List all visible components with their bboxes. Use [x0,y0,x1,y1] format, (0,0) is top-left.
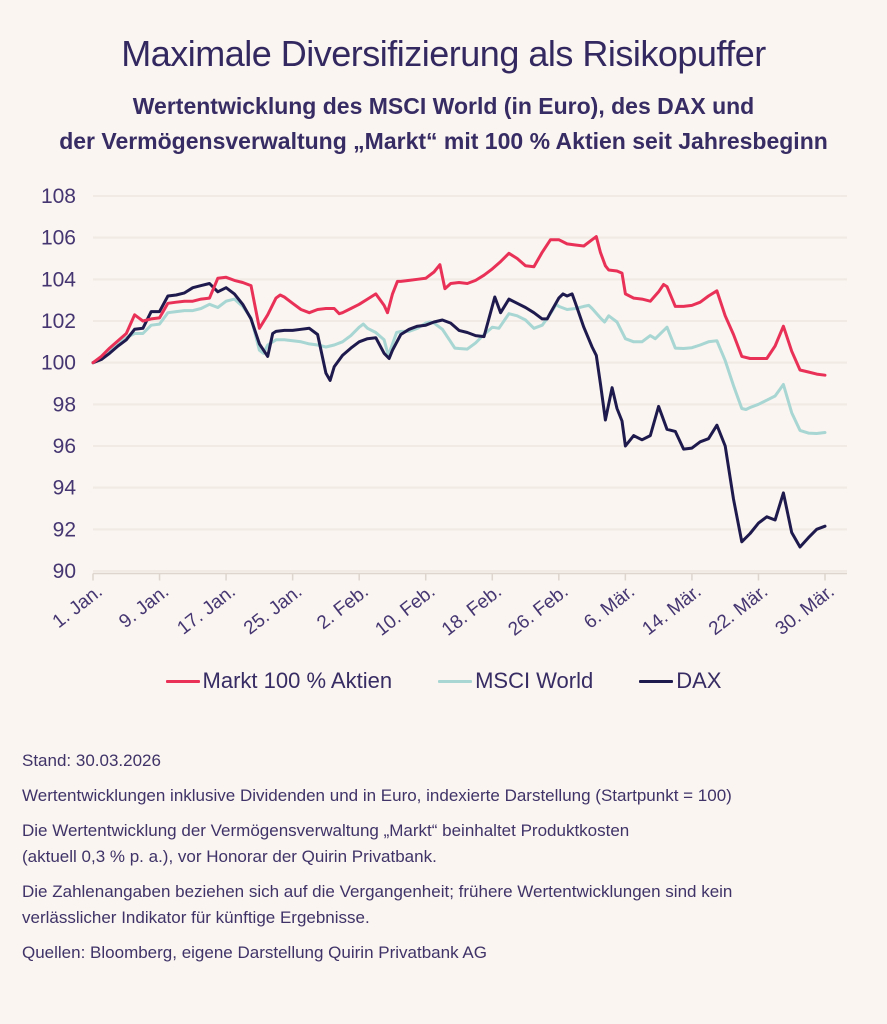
sources-text: Quellen: Bloomberg, eigene Darstellung Q… [22,943,487,963]
x-axis-label: 14. Mär. [638,581,705,640]
legend-item-dax: DAX [639,668,721,694]
legend-label-dax: DAX [676,668,722,694]
x-axis-label: 26. Feb. [505,581,573,640]
note-disclaimer-line2: verlässlicher Indikator für künftige Erg… [22,908,370,928]
series-line-dax [91,282,827,549]
chart-header: Maximale Diversifizierung als Risikopuff… [0,0,887,158]
chart-legend: Markt 100 % Aktien MSCI World DAX [0,668,887,694]
y-axis-label: 106 [41,227,76,250]
x-axis-label: 2. Feb. [313,581,373,634]
x-axis-label: 10. Feb. [371,581,439,640]
footnotes: Stand: 30.03.2026 Wertentwicklungen inkl… [22,748,887,966]
legend-label-markt: Markt 100 % Aktien [202,668,393,694]
legend-label-msci: MSCI World [475,668,594,694]
note-costs-line1: Die Wertentwicklung der Vermögensverwalt… [22,821,630,841]
x-axis-label-group: 30. Mär. [772,581,839,640]
x-axis-label: 17. Jan. [174,581,240,639]
x-axis-label-group: 22. Mär. [705,581,772,640]
x-axis-label-group: 10. Feb. [371,581,439,640]
note-disclaimer-line1: Die Zahlenangaben beziehen sich auf die … [22,882,733,902]
x-axis-label-group: 26. Feb. [505,581,573,640]
x-axis-label-group: 18. Feb. [438,581,506,640]
legend-swatch-dax [639,679,674,683]
y-axis-label: 94 [53,477,77,500]
note-costs-line2: (aktuell 0,3 % p. a.), vor Honorar der Q… [22,847,437,867]
note-dividends: Wertentwicklungen inklusive Dividenden u… [22,786,732,806]
series-line-msci [91,297,827,436]
stand-text: Stand: 30.03.2026 [22,751,161,771]
x-axis-label-group: 14. Mär. [638,581,705,640]
chart-subtitle-line2: der Vermögensverwaltung „Markt“ mit 100 … [59,127,828,154]
legend-item-msci: MSCI World [438,668,593,694]
x-axis-label-group: 25. Jan. [240,581,306,639]
x-axis-label-group: 17. Jan. [174,581,240,639]
chart-subtitle-line1: Wertentwicklung des MSCI World (in Euro)… [132,93,755,120]
y-axis-label: 108 [41,185,76,208]
series-line-markt [91,235,827,377]
x-axis-label: 9. Jan. [115,581,173,633]
legend-item-markt: Markt 100 % Aktien [165,668,393,694]
x-axis-label-group: 6. Mär. [580,581,639,633]
chart-subtitle: Wertentwicklung des MSCI World (in Euro)… [10,89,877,158]
legend-swatch-markt [165,679,200,683]
x-axis-label: 25. Jan. [240,581,306,639]
y-axis-label: 90 [53,560,76,583]
x-axis-label: 30. Mär. [772,581,839,640]
x-axis-label: 6. Mär. [580,581,639,633]
y-axis-label: 98 [53,394,76,417]
x-axis-label: 18. Feb. [438,581,506,640]
x-axis-label-group: 1. Jan. [49,581,107,633]
legend-swatch-msci [438,679,473,683]
y-axis-label: 100 [41,352,76,375]
x-axis-label-group: 9. Jan. [115,581,173,633]
y-axis-label: 102 [41,310,76,333]
y-axis-label: 92 [53,519,76,542]
x-axis-label-group: 2. Feb. [313,581,373,634]
page-title: Maximale Diversifizierung als Risikopuff… [121,33,766,74]
y-axis-label: 104 [41,269,76,292]
x-axis-label: 1. Jan. [49,581,107,633]
x-axis-label: 22. Mär. [705,581,772,640]
y-axis-label: 96 [53,435,76,458]
